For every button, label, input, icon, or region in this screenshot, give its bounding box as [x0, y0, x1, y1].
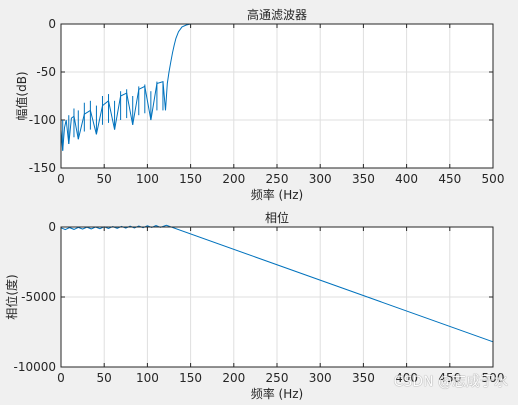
chart-title: 相位: [265, 210, 289, 225]
y-axis-label: 幅值(dB): [14, 71, 29, 120]
x-tick-label: 300: [309, 371, 332, 385]
x-tick-label: 150: [179, 172, 202, 186]
x-tick-label: 400: [395, 371, 418, 385]
x-tick-label: 200: [222, 371, 245, 385]
x-tick-label: 100: [136, 371, 159, 385]
x-tick-label: 0: [57, 371, 65, 385]
y-tick-label: 0: [48, 17, 56, 31]
x-tick-label: 100: [136, 172, 159, 186]
chart-title: 高通滤波器: [247, 7, 307, 22]
x-tick-label: 400: [395, 172, 418, 186]
x-tick-label: 250: [266, 371, 289, 385]
phase-plot: 0 50 100 150 200 250 300 350 400 450 500 -10000 -500…: [4, 210, 504, 401]
y-tick-label: -10000: [13, 360, 56, 374]
x-tick-label: 450: [438, 371, 461, 385]
y-tick-label: -150: [29, 161, 56, 175]
x-tick-label: 150: [179, 371, 202, 385]
x-tick-label: 200: [222, 172, 245, 186]
y-tick-label: -100: [29, 113, 56, 127]
y-axis-label: 相位(度): [4, 274, 19, 319]
y-tick-label: 0: [48, 220, 56, 234]
x-tick-label: 500: [482, 371, 505, 385]
axes-box: [60, 226, 494, 368]
x-axis-label: 频率 (Hz): [251, 187, 304, 202]
x-tick-label: 350: [352, 172, 375, 186]
x-tick-label: 300: [309, 172, 332, 186]
x-tick-label: 0: [57, 172, 65, 186]
x-tick-label: 250: [266, 172, 289, 186]
magnitude-plot: 0 50 100 150 200 250 300 350 400 450 500 -150 -100 -5…: [14, 7, 504, 202]
series-line: [60, 23, 493, 151]
watermark: CSDN @志成于水: [393, 374, 508, 390]
x-axis-label: 频率 (Hz): [251, 386, 304, 401]
x-tick-label: 350: [352, 371, 375, 385]
x-tick-label: 450: [438, 172, 461, 186]
x-tick-label: 50: [97, 172, 112, 186]
y-tick-label: -5000: [21, 290, 56, 304]
x-tick-label: 50: [97, 371, 112, 385]
x-tick-label: 500: [482, 172, 505, 186]
axes-box: [60, 23, 494, 169]
y-tick-label: -50: [36, 65, 56, 79]
